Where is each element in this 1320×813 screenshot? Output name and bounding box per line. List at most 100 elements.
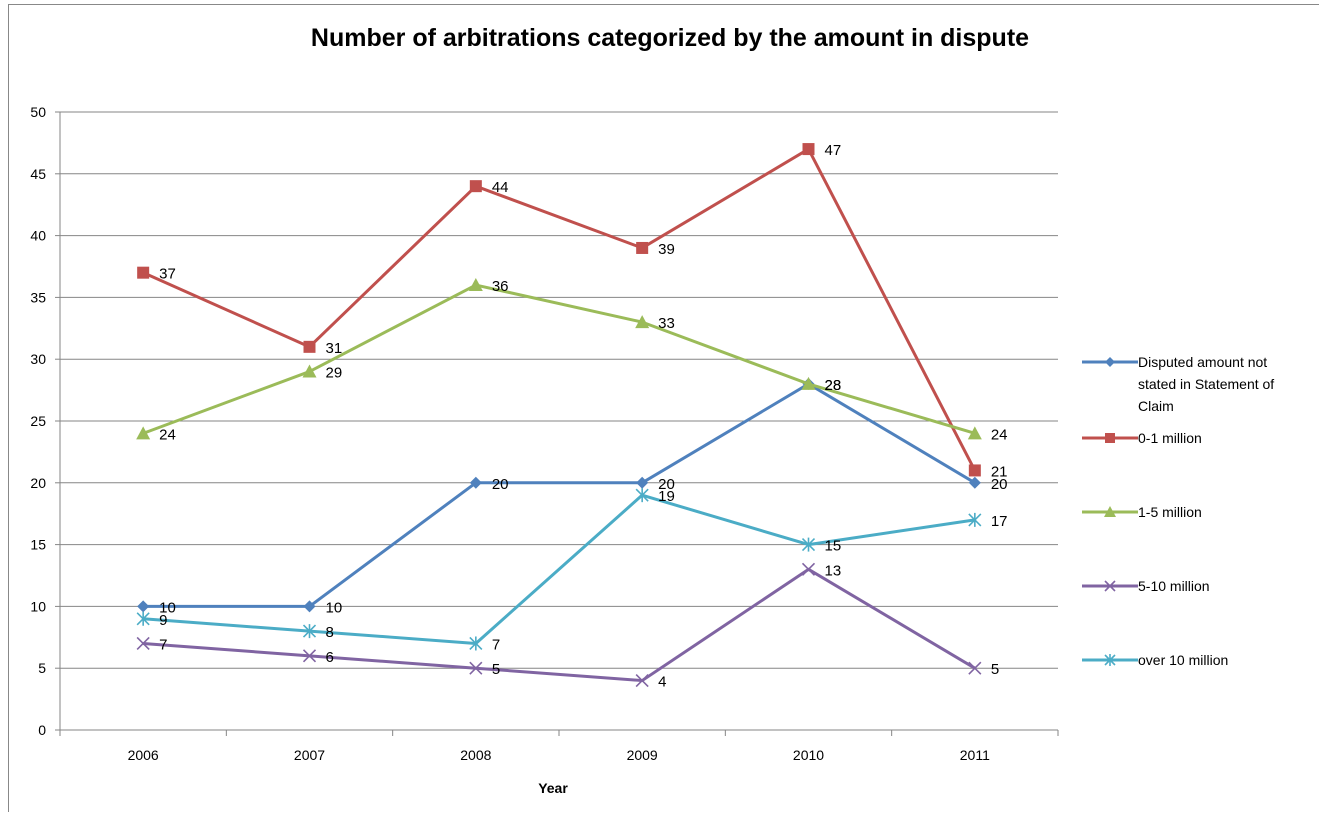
data-label: 17 bbox=[991, 513, 1008, 530]
data-label: 47 bbox=[825, 142, 842, 159]
data-point bbox=[136, 636, 150, 651]
data-point bbox=[136, 426, 151, 440]
y-tick-label: 50 bbox=[30, 104, 46, 120]
data-point bbox=[1104, 580, 1116, 592]
legend-label: 5-10 million bbox=[1138, 578, 1210, 594]
series-line bbox=[143, 567, 976, 683]
data-label: 33 bbox=[658, 315, 675, 332]
data-label: 39 bbox=[658, 241, 675, 258]
data-point-stroke bbox=[469, 661, 483, 675]
y-tick-label: 10 bbox=[30, 598, 46, 614]
data-point bbox=[136, 611, 150, 626]
data-label: 28 bbox=[825, 377, 842, 394]
data-point-stroke bbox=[302, 649, 317, 663]
data-label: 20 bbox=[492, 476, 509, 493]
series-lines bbox=[136, 143, 982, 688]
data-point bbox=[137, 266, 150, 279]
data-label: 31 bbox=[326, 340, 343, 357]
data-point bbox=[968, 661, 982, 675]
x-tick-label: 2011 bbox=[960, 747, 990, 763]
grid-lines bbox=[60, 111, 1058, 669]
data-label: 37 bbox=[159, 266, 176, 283]
data-label: 20 bbox=[658, 476, 675, 493]
data-label: 24 bbox=[159, 426, 176, 443]
data-label: 44 bbox=[492, 179, 509, 196]
data-point bbox=[1105, 433, 1115, 443]
x-tick-label: 2008 bbox=[460, 747, 491, 763]
legend-label: Claim bbox=[1138, 398, 1174, 414]
data-label: 24 bbox=[991, 426, 1008, 443]
data-point-stroke bbox=[801, 562, 816, 576]
data-point-stroke bbox=[968, 661, 982, 675]
data-point bbox=[801, 537, 816, 552]
data-label: 7 bbox=[492, 636, 500, 653]
y-tick-label: 20 bbox=[30, 475, 46, 491]
data-point bbox=[469, 636, 483, 651]
data-label: 5 bbox=[492, 661, 500, 678]
data-label: 6 bbox=[326, 649, 334, 666]
data-point bbox=[635, 673, 649, 688]
data-point bbox=[801, 562, 816, 576]
data-point bbox=[968, 476, 981, 489]
data-point bbox=[802, 143, 815, 156]
data-point bbox=[469, 661, 483, 675]
data-point bbox=[302, 364, 317, 378]
data-label: 5 bbox=[991, 661, 999, 678]
data-point bbox=[968, 512, 982, 527]
data-point bbox=[302, 649, 317, 663]
data-point bbox=[303, 340, 316, 353]
legend-label: Disputed amount not bbox=[1138, 354, 1267, 370]
data-label: 15 bbox=[825, 538, 842, 555]
chart-title: Number of arbitrations categorized by th… bbox=[310, 24, 1030, 52]
data-point bbox=[303, 600, 316, 613]
y-tick-label: 30 bbox=[30, 351, 46, 367]
data-point bbox=[469, 180, 482, 193]
data-point bbox=[1104, 654, 1116, 666]
series-line bbox=[143, 493, 976, 645]
series-line bbox=[143, 382, 976, 608]
data-label: 29 bbox=[326, 365, 343, 382]
chart-frame bbox=[8, 4, 1319, 812]
x-axis-title: Year bbox=[538, 780, 568, 796]
data-label: 28 bbox=[825, 377, 842, 394]
x-tick-label: 2009 bbox=[627, 747, 658, 763]
y-tick-label: 25 bbox=[30, 413, 46, 429]
data-point bbox=[469, 476, 482, 489]
data-label: 9 bbox=[159, 612, 167, 629]
data-label: 8 bbox=[326, 624, 334, 641]
data-point-stroke bbox=[1104, 580, 1116, 592]
data-point bbox=[137, 600, 150, 613]
data-point bbox=[636, 476, 649, 489]
y-tick-label: 5 bbox=[38, 660, 46, 676]
data-point bbox=[801, 376, 816, 390]
data-point bbox=[1104, 506, 1116, 517]
data-label: 7 bbox=[159, 636, 167, 653]
x-tick-label: 2007 bbox=[294, 747, 325, 763]
y-tick-label: 35 bbox=[30, 289, 46, 305]
data-point bbox=[1105, 357, 1115, 367]
x-tick-label: 2010 bbox=[793, 747, 824, 763]
series-line bbox=[142, 283, 976, 435]
series-line bbox=[142, 147, 977, 472]
data-label: 13 bbox=[825, 562, 842, 579]
data-label: 20 bbox=[991, 476, 1008, 493]
legend-label: 0-1 million bbox=[1138, 430, 1202, 446]
x-tick-label: 2006 bbox=[128, 747, 159, 763]
legend-label: stated in Statement of bbox=[1138, 376, 1274, 392]
data-point bbox=[968, 464, 981, 477]
y-tick-label: 40 bbox=[30, 228, 46, 244]
data-label: 19 bbox=[658, 488, 675, 505]
legend: Disputed amount not stated in Statement o… bbox=[1082, 354, 1274, 668]
data-point-stroke bbox=[635, 673, 649, 688]
data-label: 10 bbox=[326, 599, 343, 616]
data-point bbox=[967, 426, 982, 440]
data-point-stroke bbox=[136, 636, 150, 651]
data-label: 21 bbox=[991, 463, 1008, 480]
y-tick-label: 45 bbox=[30, 166, 46, 182]
legend-label: 1-5 million bbox=[1138, 504, 1202, 520]
data-point bbox=[302, 624, 317, 639]
data-point bbox=[468, 278, 483, 292]
